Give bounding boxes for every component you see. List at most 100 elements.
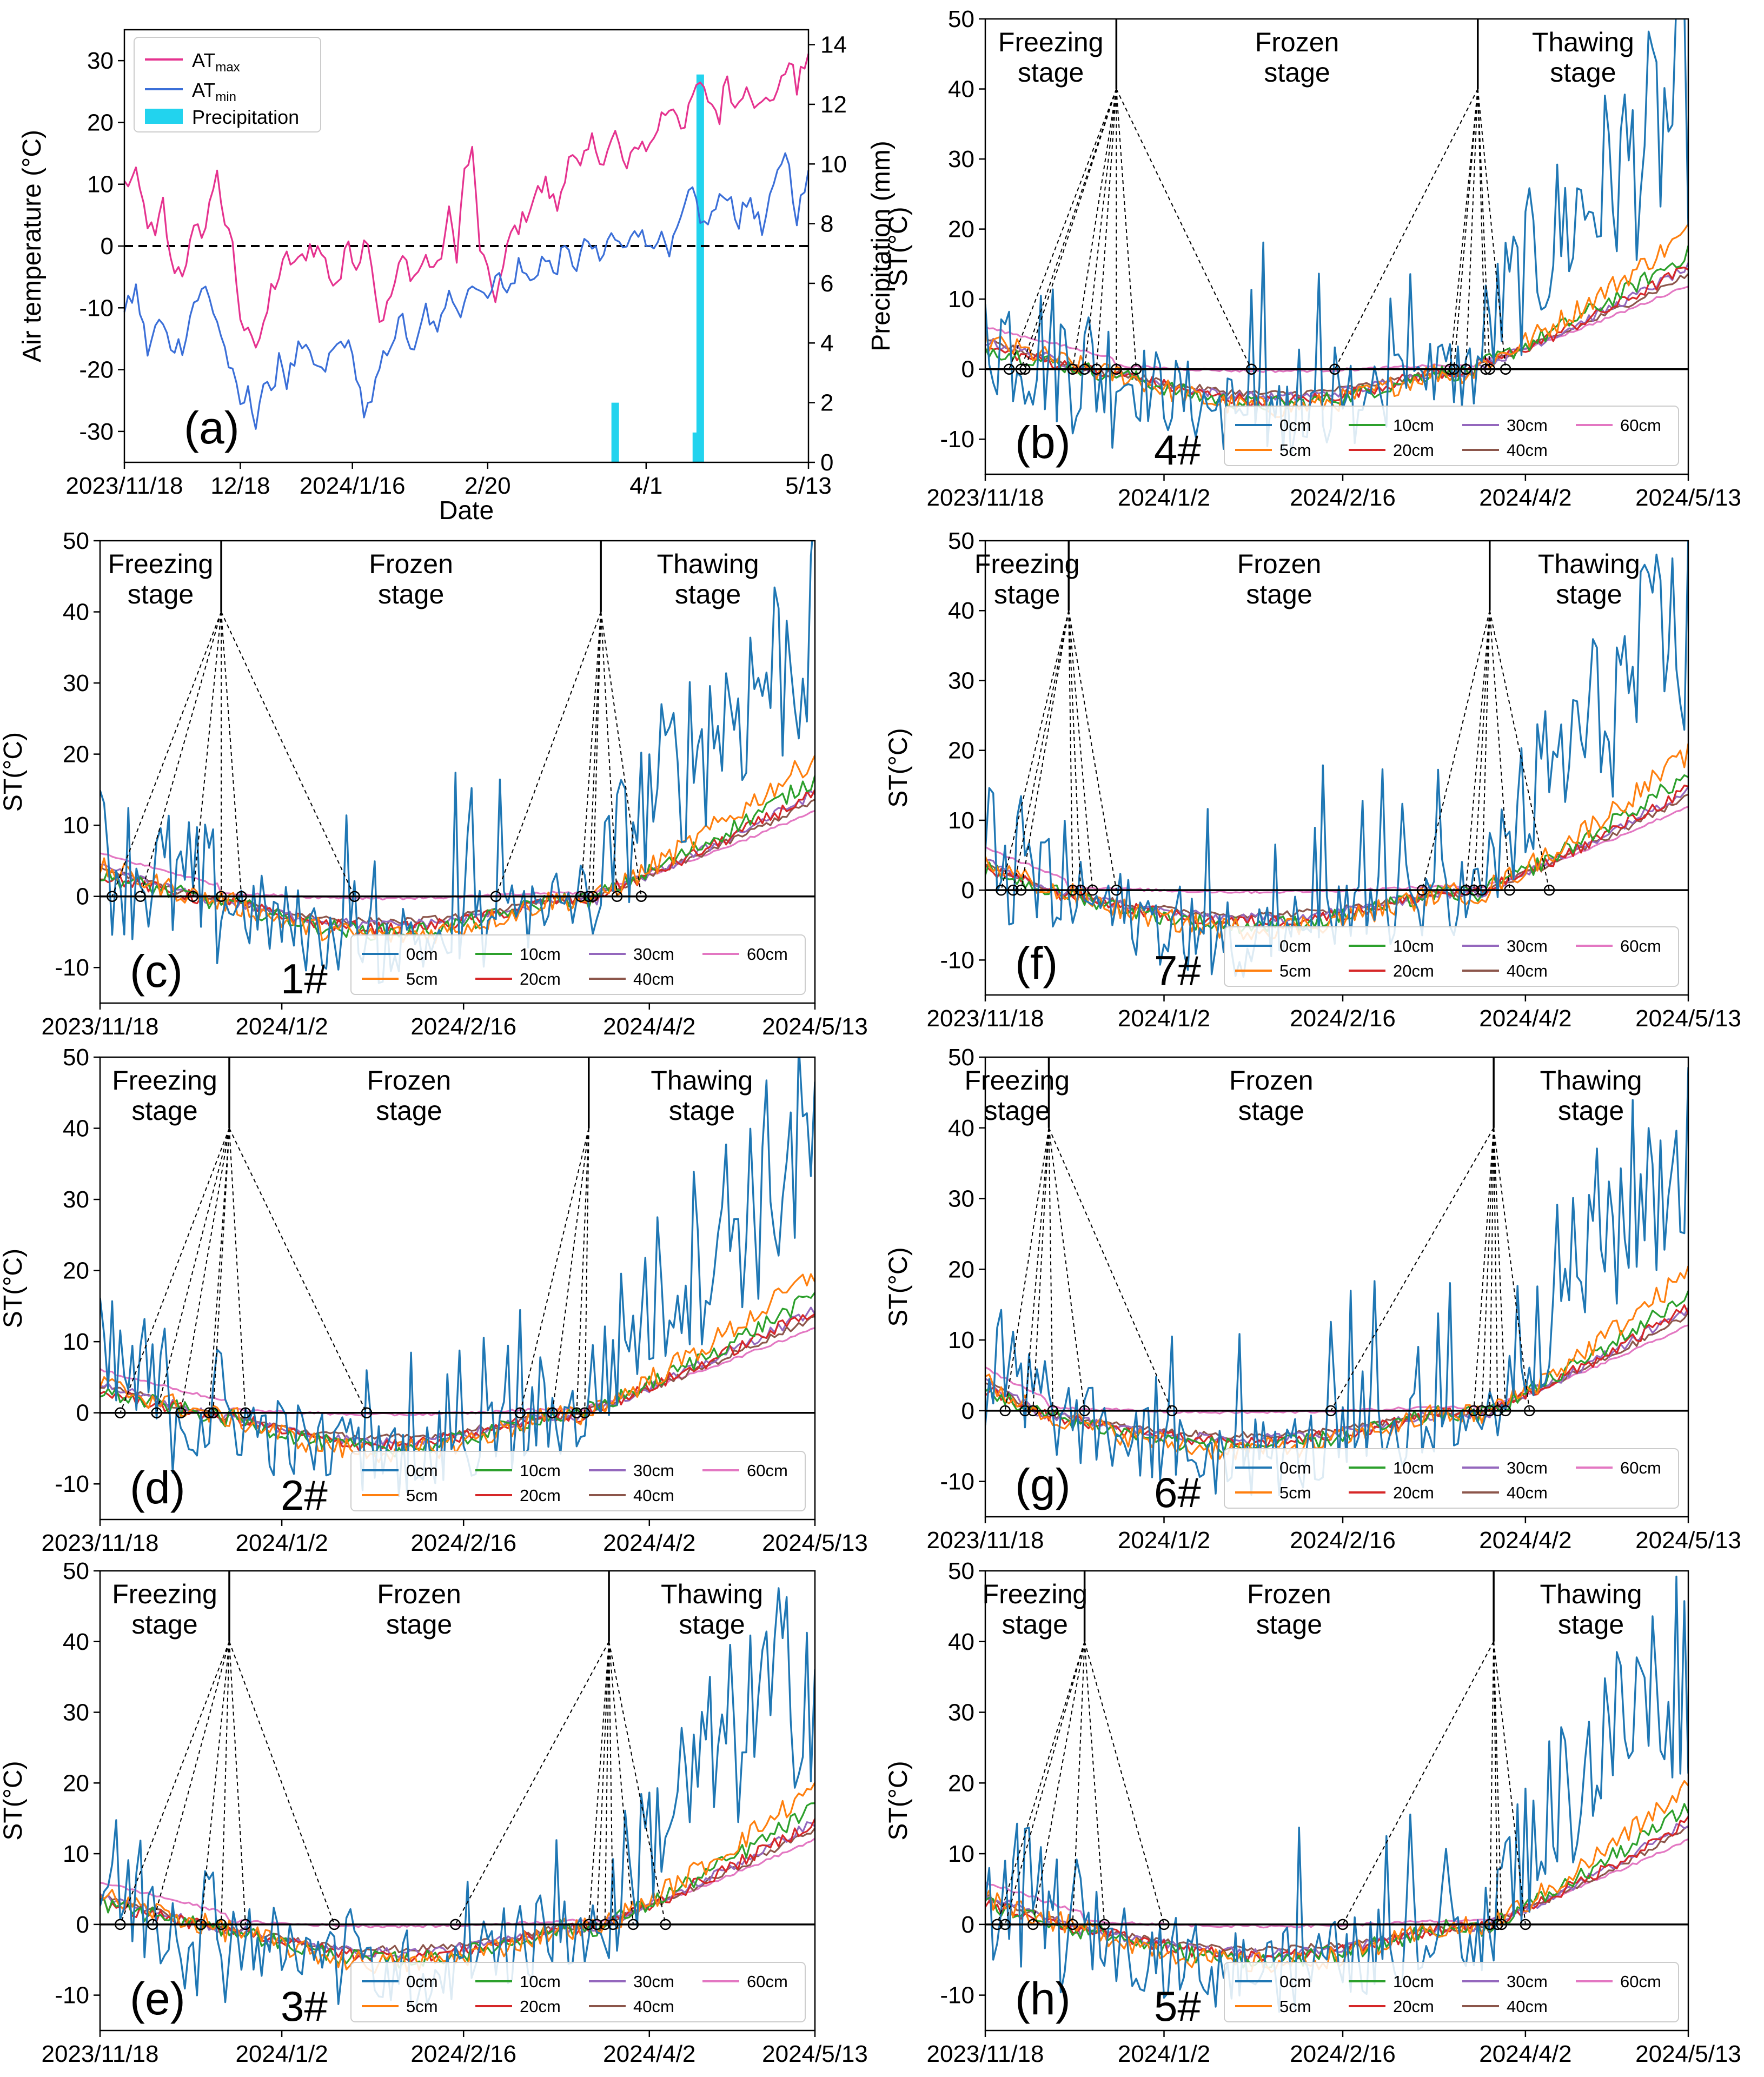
transition-fan-line: [1084, 1641, 1105, 1925]
transition-marker: [583, 1919, 594, 1930]
panel-b-ytick-label: 10: [948, 286, 974, 313]
transition-marker: [203, 1407, 215, 1418]
panel-b: FreezingstageFrozenstageThawingstage2023…: [884, 6, 1741, 511]
panel-d: FreezingstageFrozenstageThawingstage2023…: [0, 1044, 868, 1556]
series-40cm: [100, 1827, 815, 1954]
panel-a-ytick-label: 30: [87, 48, 114, 74]
transition-fan-line: [1084, 89, 1117, 369]
stage-title: stage: [1246, 579, 1312, 609]
transition-marker: [1027, 1919, 1039, 1930]
panel-f-ytick-label: 30: [948, 667, 974, 694]
legend-label-30cm: 30cm: [1507, 937, 1548, 955]
series-0cm: [985, 1575, 1688, 2013]
panel-d-ytick-label: 0: [76, 1400, 89, 1426]
panel-f-ytick-label: 0: [961, 877, 974, 904]
stage-title: Frozen: [367, 1065, 452, 1096]
legend-box: [1224, 406, 1679, 466]
series-0cm: [985, 1067, 1688, 1496]
transition-fan-line: [1032, 1127, 1050, 1411]
stage-title: Thawing: [661, 1579, 763, 1609]
transition-fan-line: [1489, 611, 1550, 891]
y2-axis-label: Precipitation (mm): [867, 141, 896, 351]
panel-label: (g): [1015, 1459, 1071, 1510]
transition-marker: [996, 884, 1007, 896]
site-label: 5#: [1154, 1982, 1201, 2030]
panel-b-ytick-label: 40: [948, 76, 974, 103]
stage-title: stage: [669, 1096, 735, 1126]
panel-a-y2tick-label: 0: [820, 449, 833, 476]
transition-fan-line: [1493, 1641, 1526, 1925]
transition-marker: [1484, 1405, 1496, 1417]
series-40cm: [985, 273, 1688, 397]
stage-title: Thawing: [651, 1065, 753, 1096]
panel-g-xtick-label: 2024/2/16: [1290, 1527, 1396, 1554]
transition-marker: [147, 1919, 158, 1930]
panel-g-ytick-label: 50: [948, 1044, 974, 1071]
legend: 0cm 5cm 10cm 20cm 30cm 40cm 60cm: [1224, 1962, 1679, 2022]
series-30cm: [100, 1821, 815, 1959]
panel-d-ytick-label: -10: [55, 1471, 89, 1497]
transition-marker: [660, 1919, 671, 1930]
panel-c-ytick-label: 0: [76, 884, 89, 910]
legend-label-5cm: 5cm: [406, 1997, 438, 2016]
transition-marker: [1460, 363, 1471, 375]
stage-title: Thawing: [1540, 1579, 1642, 1609]
panel-e-ytick-label: 10: [63, 1841, 89, 1867]
transition-marker: [115, 1919, 126, 1930]
panel-label: (c): [130, 946, 183, 997]
stage-title: Freezing: [108, 549, 214, 579]
transition-marker: [1496, 1919, 1508, 1930]
transition-fan-line: [180, 1128, 230, 1413]
panel-a-y2tick-label: 14: [820, 32, 847, 58]
transition-marker: [1007, 884, 1019, 896]
panel-f-xtick-label: 2024/1/2: [1118, 1005, 1210, 1032]
panel-a-xtick-label: 2023/11/18: [66, 473, 183, 499]
panel-a-xtick-label: 12/18: [210, 473, 270, 499]
stage-title: Thawing: [1538, 549, 1640, 579]
stage-title: Frozen: [1237, 549, 1322, 579]
panel-b-ytick-label: 0: [961, 356, 974, 383]
panel-d-ytick-label: 50: [63, 1044, 89, 1071]
stage-title: stage: [1018, 57, 1084, 88]
stage-title: Freezing: [983, 1579, 1088, 1609]
panel-c: FreezingstageFrozenstageThawingstage2023…: [0, 528, 868, 1040]
legend-label-0cm: 0cm: [1279, 416, 1311, 435]
panel-d-xtick-label: 2024/5/13: [762, 1530, 868, 1556]
transition-fan-line: [192, 612, 222, 897]
panel-f-xtick-label: 2024/4/2: [1479, 1005, 1571, 1032]
series-0cm: [100, 1587, 815, 2010]
transition-marker: [1099, 1919, 1110, 1930]
stage-title: stage: [1558, 1096, 1624, 1126]
stage-title: stage: [675, 579, 741, 609]
transition-fan-line: [229, 1128, 367, 1414]
transition-marker: [1504, 884, 1515, 896]
panel-a-y2tick-label: 6: [820, 270, 833, 297]
transition-marker: [135, 891, 146, 902]
transition-marker: [215, 891, 227, 902]
panel-c-xtick-label: 2024/4/2: [603, 1013, 695, 1040]
legend-label-40cm: 40cm: [633, 970, 674, 988]
panel-e-frame: [99, 1570, 816, 2032]
stage-title: Freezing: [112, 1579, 217, 1609]
panel-label: (h): [1015, 1973, 1071, 2024]
y-axis-label: ST(°C): [884, 207, 913, 286]
transition-marker: [328, 1919, 340, 1930]
transition-fan-line: [1421, 610, 1490, 891]
legend-label-40cm: 40cm: [1507, 1997, 1548, 2016]
transition-marker: [1460, 884, 1471, 896]
legend-label-5cm: 5cm: [1279, 961, 1311, 980]
series-20cm: [100, 1818, 815, 1963]
y-axis-label: ST(°C): [0, 732, 28, 812]
transition-fan-line: [588, 612, 602, 897]
transition-marker: [1130, 363, 1142, 375]
panel-h-ytick-label: 40: [948, 1629, 974, 1655]
legend-label-40cm: 40cm: [633, 1486, 674, 1505]
transition-fan-line: [600, 612, 642, 897]
transition-marker: [514, 1407, 526, 1418]
panel-b-ytick-label: 20: [948, 216, 974, 243]
site-label: 6#: [1154, 1469, 1201, 1516]
panel-f-xtick-label: 2024/5/13: [1635, 1005, 1741, 1032]
legend-label-60cm: 60cm: [1620, 416, 1661, 435]
panel-c-ytick-label: 50: [63, 528, 89, 554]
